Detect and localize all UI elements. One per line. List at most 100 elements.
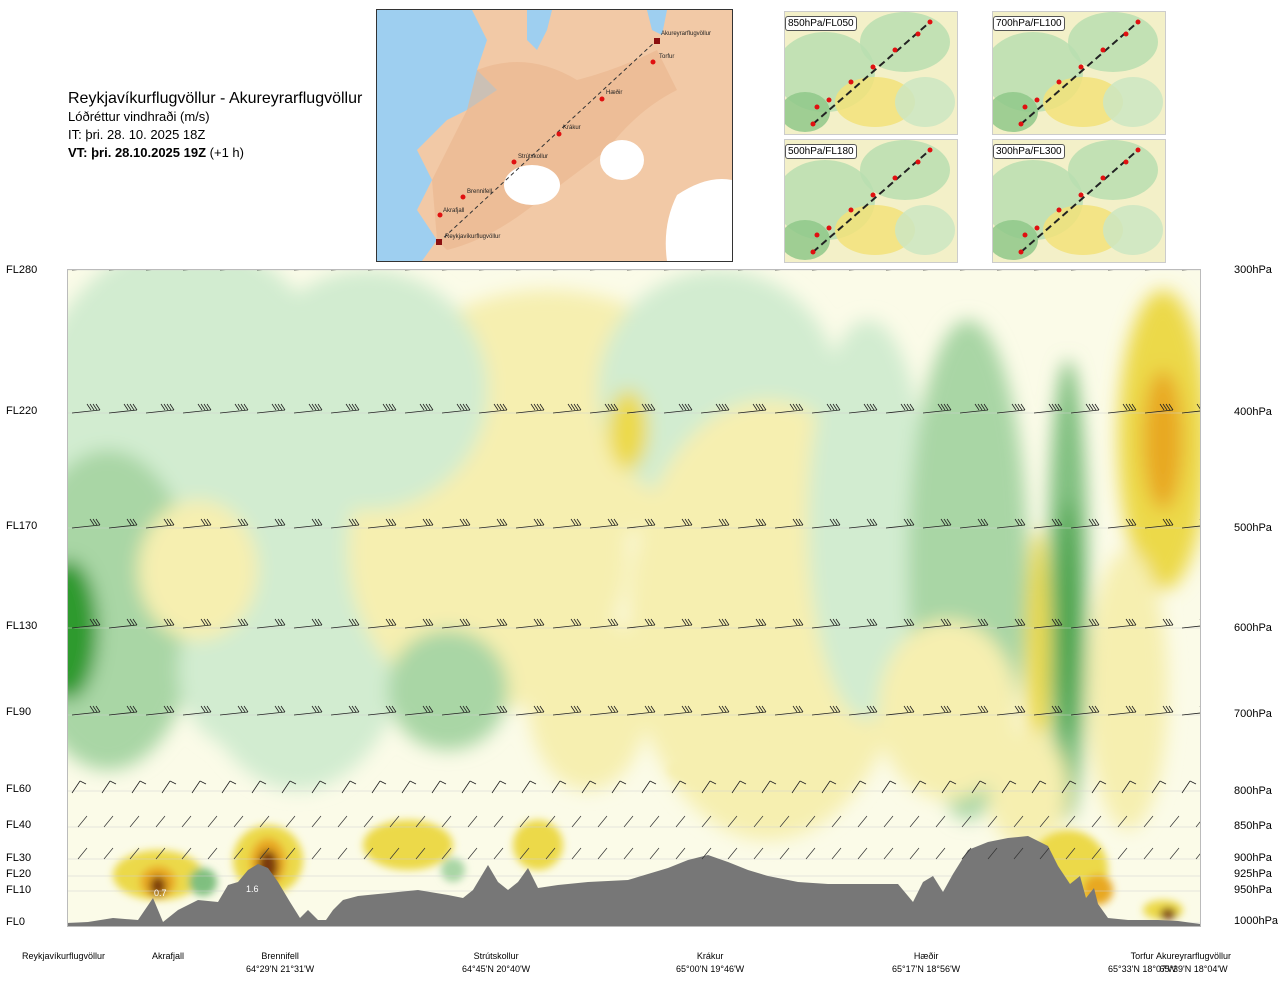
barb-staff (831, 847, 842, 860)
barb-staff (663, 524, 693, 529)
barb-flag (866, 403, 872, 411)
map-label-krakur: Krákur (563, 125, 581, 131)
barb-staff (1117, 815, 1128, 828)
barb-flag (835, 618, 841, 626)
barb-flag (906, 518, 912, 526)
barb-flag (536, 618, 542, 626)
barb-staff (571, 847, 582, 860)
barb-flag (1051, 618, 1057, 626)
thumb-field (835, 77, 915, 127)
barb-flag (499, 705, 505, 713)
barb-flag (314, 705, 320, 713)
barb-staff (431, 780, 441, 794)
barb-staff (922, 524, 952, 529)
barb-staff (71, 409, 101, 414)
map-marker-reykjavik (436, 239, 442, 245)
barb-staff (623, 847, 634, 860)
barb-flag (718, 518, 724, 526)
barb-staff (71, 524, 101, 529)
barb-flag (502, 618, 508, 626)
barb-staff (259, 847, 270, 860)
barb-flag (126, 518, 132, 526)
thumb-field (993, 220, 1038, 260)
thumb-marker (927, 147, 933, 153)
barb-staff (857, 847, 868, 860)
map-highlands (432, 50, 677, 250)
barb-flag (1091, 618, 1097, 626)
barb-flag (439, 780, 447, 785)
barb-staff (971, 780, 981, 794)
barb-flag (872, 403, 878, 411)
barb-flag (311, 518, 317, 526)
barb-flag (89, 403, 95, 411)
barb-flag (459, 518, 465, 526)
barb-staff (791, 780, 801, 794)
barb-flag (872, 518, 878, 526)
barb-staff (1033, 524, 1063, 529)
barb-staff (701, 847, 712, 860)
barb-flag (422, 403, 428, 411)
barb-flag (761, 618, 767, 626)
barb-flag (943, 403, 949, 411)
barb-flag (280, 518, 286, 526)
barb-flag (1014, 403, 1020, 411)
velocity-cell (441, 858, 465, 882)
barb-flag (169, 518, 175, 526)
barb-flag (946, 705, 952, 713)
barb-staff (885, 409, 915, 414)
barb-staff (805, 847, 816, 860)
barb-flag (203, 403, 209, 411)
barb-flag (1094, 618, 1100, 626)
thumb-300hpa[interactable]: 300hPa/FL300 (992, 139, 1166, 263)
barb-flag (428, 618, 434, 626)
barb-flag (644, 705, 650, 713)
barb-flag (314, 403, 320, 411)
barb-staff (515, 524, 545, 529)
barb-staff (589, 711, 619, 716)
barb-flag (533, 403, 539, 411)
barb-flag (789, 403, 795, 411)
thumb-500hpa[interactable]: 500hPa/FL180 (784, 139, 958, 263)
barb-flag (869, 618, 875, 626)
barb-staff (1107, 524, 1137, 529)
barb-flag (129, 403, 135, 411)
barb-flag (687, 705, 693, 713)
thumb-850hpa[interactable]: 850hPa/FL050 (784, 11, 958, 135)
barb-staff (1039, 847, 1050, 860)
wind-barbs (71, 270, 1200, 860)
barb-flag (280, 618, 286, 626)
barb-flag (1088, 403, 1094, 411)
barb-staff (779, 815, 790, 828)
barb-staff (311, 847, 322, 860)
barb-staff (155, 815, 166, 828)
barb-flag (319, 780, 327, 785)
barb-staff (649, 815, 660, 828)
thumb-marker (1056, 207, 1062, 213)
barb-staff (1091, 780, 1101, 794)
thumb-700hpa[interactable]: 700hPa/FL100 (992, 11, 1166, 135)
barb-staff (941, 780, 951, 794)
pressure-label: 800hPa (1234, 785, 1272, 797)
barb-flag (200, 705, 206, 713)
barb-flag (237, 618, 243, 626)
barb-flag (1168, 518, 1174, 526)
barb-staff (700, 624, 730, 629)
barb-flag (792, 518, 798, 526)
barb-staff (675, 847, 686, 860)
barb-flag (872, 618, 878, 626)
barb-staff (131, 780, 141, 794)
barb-flag (388, 618, 394, 626)
barb-staff (753, 815, 764, 828)
barb-flag (799, 780, 807, 785)
barb-staff (774, 524, 804, 529)
barb-flag (610, 518, 616, 526)
velocity-cell (1060, 500, 1076, 740)
barb-flag (89, 518, 95, 526)
barb-staff (581, 780, 591, 794)
location-name: Akrafjall (152, 951, 185, 961)
barb-staff (727, 815, 738, 828)
barb-flag (607, 403, 613, 411)
barb-flag (909, 518, 915, 526)
thumb-label: 500hPa/FL180 (785, 144, 857, 159)
barb-staff (761, 780, 771, 794)
